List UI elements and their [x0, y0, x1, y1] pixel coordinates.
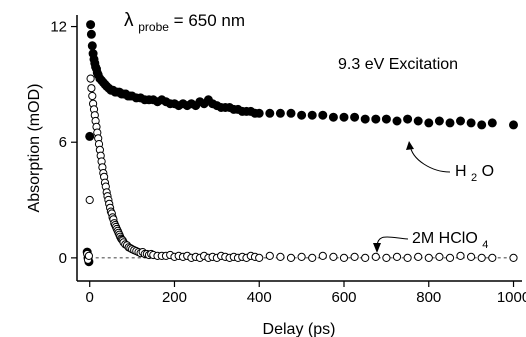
hclo4-point	[382, 253, 391, 262]
hclo4-point	[403, 253, 412, 262]
x-tick-label: 800	[416, 289, 441, 306]
hclo4-label: 2M HClO 4	[412, 230, 488, 251]
hclo4-point	[392, 252, 402, 261]
hclo4-point	[509, 253, 518, 262]
hclo4-point	[477, 253, 486, 262]
hclo4-pointer-arrow	[376, 236, 409, 247]
h2o-point	[275, 108, 285, 118]
h2o-point	[297, 110, 307, 120]
hclo4-label-main: 2M HClO	[412, 230, 478, 247]
probe-lambda: λ	[124, 10, 134, 31]
hclo4-point	[87, 84, 96, 93]
plot-marks	[82, 20, 518, 267]
h2o-label-sub: 2	[471, 172, 477, 184]
hclo4-point	[350, 252, 359, 261]
h2o-point	[371, 114, 381, 124]
hclo4-point	[318, 251, 327, 260]
hclo4-point	[339, 253, 349, 262]
h2o-point	[392, 116, 402, 126]
h2o-point	[87, 41, 97, 51]
h2o-point	[86, 20, 96, 30]
hclo4-point	[435, 252, 444, 261]
hclo4-point	[467, 252, 476, 261]
hclo4-point	[255, 253, 264, 262]
h2o-point	[381, 114, 391, 124]
hclo4-point	[371, 252, 380, 261]
hclo4-point	[424, 253, 433, 262]
h2o-label: H 2 O	[455, 163, 494, 185]
y-axis-label: Absorption (mOD)	[26, 84, 43, 213]
h2o-point	[265, 108, 275, 118]
h2o-point	[487, 118, 497, 128]
h2o-point	[307, 110, 317, 120]
hclo4-point	[308, 253, 317, 262]
probe-wavelength-label: λ probe = 650 nm	[124, 10, 245, 35]
x-tick-label: 600	[331, 289, 356, 306]
hclo4-point	[456, 251, 465, 260]
h2o-label-main: H	[455, 163, 467, 180]
hclo4-point	[329, 252, 338, 261]
hclo4-label-sub: 4	[482, 239, 488, 251]
h2o-point	[477, 120, 487, 130]
h2o-pointer-arrow	[409, 144, 451, 173]
hclo4-point	[488, 253, 497, 262]
h2o-point	[350, 112, 360, 122]
h2o-point	[509, 120, 518, 130]
h2o-point	[339, 112, 349, 122]
h2o-point	[456, 116, 465, 126]
x-tick-label: 200	[162, 289, 187, 306]
hclo4-point	[286, 253, 296, 262]
probe-subscript: probe	[138, 20, 169, 34]
hclo4-point	[276, 252, 285, 261]
hclo4-point	[414, 252, 423, 261]
axes	[76, 15, 522, 282]
h2o-point	[403, 114, 413, 124]
excitation-label: 9.3 eV Excitation	[338, 56, 458, 73]
hclo4-point	[86, 74, 95, 83]
h2o-point	[85, 131, 95, 141]
h2o-point	[466, 118, 476, 128]
hclo4-point	[297, 252, 306, 261]
y-tick-label: 6	[59, 134, 67, 151]
hclo4-point	[265, 251, 274, 260]
hclo4-point	[361, 253, 370, 262]
x-tick-label: 0	[86, 289, 94, 306]
h2o-point	[318, 110, 328, 120]
h2o-label-end: O	[482, 163, 494, 180]
series-hclo4	[83, 74, 518, 264]
hclo4-point	[85, 195, 94, 205]
hclo4-point	[445, 253, 455, 262]
h2o-point	[424, 118, 434, 128]
hclo4-arrow-head	[373, 243, 381, 253]
h2o-point	[328, 112, 338, 122]
h2o-point	[434, 116, 444, 126]
x-axis-label: Delay (ps)	[263, 321, 336, 337]
h2o-point	[86, 29, 96, 39]
h2o-point	[254, 108, 264, 118]
probe-value: = 650 nm	[174, 11, 245, 30]
y-tick-label: 0	[59, 250, 67, 267]
h2o-point	[360, 114, 370, 124]
hclo4-point	[88, 91, 97, 101]
hclo4-point	[84, 251, 94, 260]
x-tick-label: 400	[247, 289, 272, 306]
series-h2o	[82, 20, 518, 267]
h2o-point	[413, 116, 423, 126]
h2o-point	[445, 118, 455, 128]
h2o-point	[286, 108, 296, 118]
h2o-arrow-head	[406, 141, 414, 150]
y-tick-label: 12	[50, 19, 67, 36]
